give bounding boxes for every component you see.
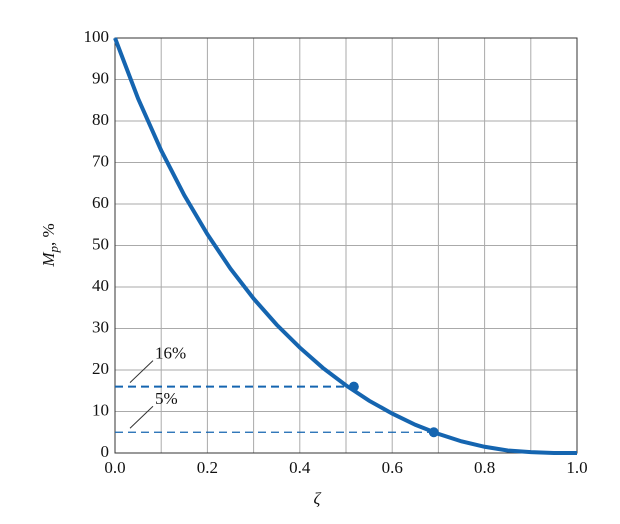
y-tick-label: 80 xyxy=(92,110,109,129)
y-tick-label: 60 xyxy=(92,193,109,212)
annotation: 16% xyxy=(155,344,186,363)
x-tick-label: 1.0 xyxy=(566,458,587,477)
x-tick-label: 0.4 xyxy=(289,458,311,477)
y-tick-label: 70 xyxy=(92,151,109,170)
curve xyxy=(113,37,577,455)
x-tick-label: 0.0 xyxy=(104,458,125,477)
y-tick-label: 30 xyxy=(92,317,109,336)
highlight-point xyxy=(428,427,439,438)
annotation-leader xyxy=(129,405,154,429)
y-label-sub: p xyxy=(46,246,61,254)
annotation-leader xyxy=(129,360,154,383)
y-tick-label: 0 xyxy=(101,442,110,461)
y-label-main: M xyxy=(39,252,58,268)
highlight-point xyxy=(348,381,359,392)
y-tick-label: 20 xyxy=(92,359,109,378)
plot-frame xyxy=(114,37,578,454)
y-tick-label: 50 xyxy=(92,234,109,253)
y-tick-label: 40 xyxy=(92,276,109,295)
y-axis-label: Mp, % xyxy=(39,223,61,267)
y-label-rest: , % xyxy=(39,223,58,246)
y-tick-label: 100 xyxy=(84,27,110,46)
x-tick-label: 0.6 xyxy=(382,458,403,477)
y-tick-label: 90 xyxy=(92,68,109,87)
y-tick-label: 10 xyxy=(92,400,109,419)
x-tick-label: 0.2 xyxy=(197,458,218,477)
annotation: 5% xyxy=(155,389,178,408)
x-tick-label: 0.8 xyxy=(474,458,495,477)
x-axis-label: ζ xyxy=(314,489,322,508)
